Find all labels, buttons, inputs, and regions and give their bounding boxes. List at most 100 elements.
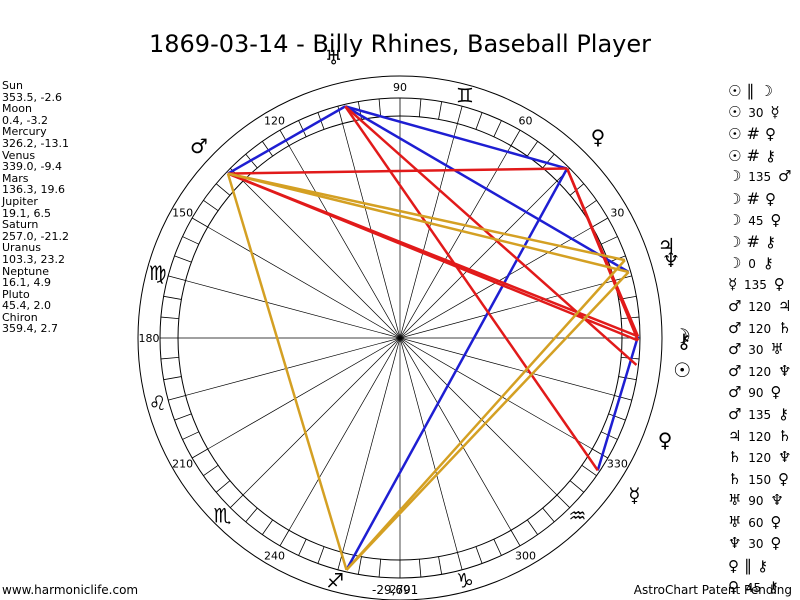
planet-chiron-icon: ⚷ [677,329,692,353]
planet-glyph-icon: ♅ [770,340,784,359]
planet-glyph-icon: ☽ [728,210,742,229]
degree-tick [618,376,637,381]
degree-tick [493,539,502,556]
aspect-line [227,172,629,274]
planet-glyph-icon: ♀ [770,383,782,402]
aspect-value: 120 [744,299,775,314]
degree-tick [174,413,192,421]
aspect-row: ♂ 90 ♀ [728,382,800,404]
planet-glyph-icon: ♆ [778,361,792,380]
position-name: Moon [2,102,32,116]
position-value: 136.3, 19.6 [2,183,65,197]
position-value: 359.4, 2.7 [2,322,58,336]
planet-pluto-icon: ♀ [591,125,606,149]
degree-tick [438,101,443,120]
degree-tick [614,395,632,401]
planet-glyph-icon: ♄ [728,448,742,467]
planet-glyph-icon: ☉ [728,82,742,100]
degree-label: 120 [264,115,285,128]
degree-label: 210 [172,458,193,471]
degree-tick [163,295,182,300]
degree-tick [556,494,570,508]
aspect-value: 90 [744,494,768,509]
aspect-value: 150 [744,472,775,487]
aspect-line [344,105,638,366]
position-name: Sun [2,79,23,92]
planet-glyph-icon: ♀ [773,275,785,294]
aspect-row: ☉ # ♀ [728,123,800,145]
degree-tick [457,106,463,124]
planet-glyph-icon: ♂ [728,404,742,423]
planet-glyph-icon: ♂ [728,361,742,380]
aspect-row: ♅ 60 ♀ [728,512,800,534]
planet-glyph-icon: ♂ [728,296,742,315]
position-name: Mercury [2,125,47,139]
planet-neptune-icon: ♆ [662,248,680,272]
zodiac-sign-icon: ♒ [569,503,587,527]
planet-glyph-icon: ☿ [770,102,780,121]
position-value: 0.4, -3.2 [2,113,48,127]
degree-tick [191,448,208,459]
degree-tick [542,153,555,169]
aspect-value: 135 [744,170,775,185]
aspect-line [227,105,346,175]
position-name: Mars [2,171,29,185]
degree-tick [262,141,273,157]
planet-positions-list: Sun 353.5, -2.6 Moon 0.4, -3.2 Mercury 326.2,… [2,80,69,335]
planet-mars-icon: ♂ [190,134,208,158]
planet-glyph-icon: ☽ [728,167,742,186]
degree-tick [298,120,307,137]
planet-glyph-icon: ☽ [759,82,774,100]
aspect-row: ♄ 120 ♆ [728,447,800,469]
zodiac-sign-icon: ♊ [456,84,474,108]
degree-tick [418,98,422,117]
position-name: Pluto [2,287,30,301]
degree-label: 90 [393,81,407,94]
degree-tick [215,183,231,196]
aspect-value: 120 [744,429,775,444]
degree-tick [569,480,585,493]
degree-label: 270 [390,583,411,596]
degree-tick [527,141,538,157]
aspect-line [345,259,626,571]
planet-glyph-icon: ⚷ [765,146,777,165]
aspect-line [227,172,626,262]
aspect-value: 135 [740,278,771,293]
position-value: 103.3, 23.2 [2,252,65,266]
planet-jupiter-icon: ♃ [658,234,676,258]
planet-glyph-icon: ♄ [778,318,792,337]
degree-tick [168,275,186,281]
planet-glyph-icon: ☿ [728,275,738,294]
degree-tick [191,217,208,228]
planet-glyph-icon: ☉ [728,102,742,121]
planet-glyph-icon: ♂ [728,383,742,402]
zodiac-sign-icon: ♐ [326,568,344,592]
planet-glyph-icon: ♀ [770,210,782,229]
aspect-value: 30 [744,343,768,358]
degree-tick [378,98,382,117]
degree-tick [601,236,618,245]
position-value: 16.1, 4.9 [2,276,51,290]
aspect-line [344,105,630,274]
degree-label: 150 [172,207,193,220]
degree-tick [493,120,502,137]
planet-glyph-icon: ☽ [728,253,742,272]
degree-label: 330 [607,458,628,471]
aspect-value: ∥ [739,556,758,576]
aspect-value: 45 [742,580,765,595]
website-link[interactable]: www.harmoniclife.com [2,583,139,597]
aspect-value: 135 [744,407,775,422]
aspect-line [596,335,640,471]
degree-tick [357,556,362,575]
position-value: 339.0, -9.4 [2,160,62,174]
aspect-value: 45 [744,213,768,228]
planet-moon-icon: ☽ [673,324,691,348]
degree-tick [510,530,521,547]
position-name: Uranus [2,241,41,255]
planet-glyph-icon: ♂ [728,318,742,337]
planet-glyph-icon: ♄ [778,426,792,445]
planet-venus-icon: ♀ [658,428,673,452]
aspect-row: ♂ 135 ⚷ [728,404,800,426]
wheel-spoke [185,280,615,396]
planet-mercury-icon: ☿ [628,483,640,507]
